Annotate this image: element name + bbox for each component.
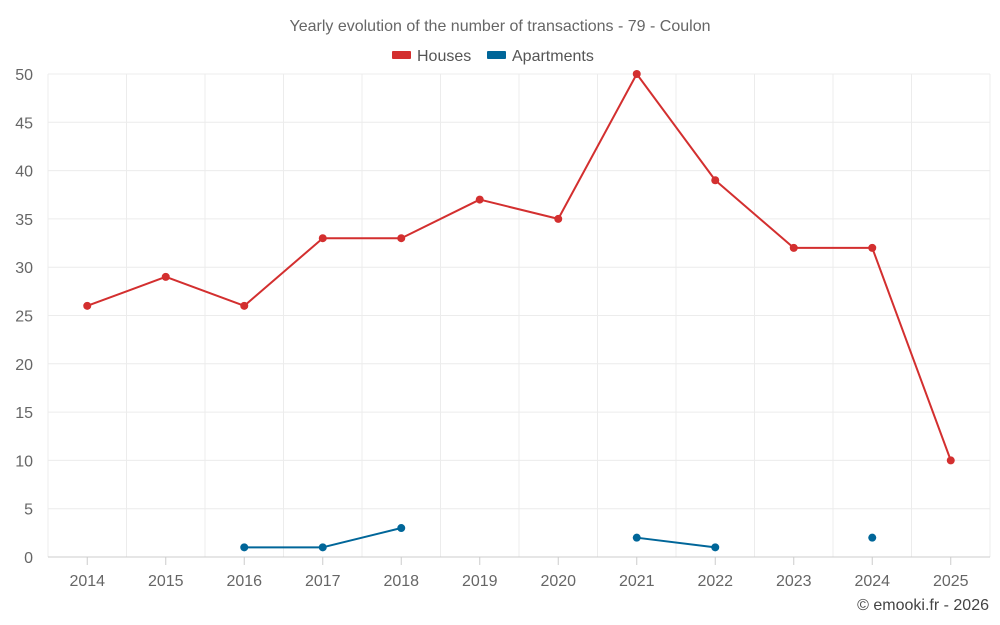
legend-label-apartments: Apartments <box>512 48 594 65</box>
x-tick-label: 2016 <box>226 573 262 590</box>
grid <box>47 73 991 557</box>
y-tick-label: 0 <box>24 550 33 567</box>
data-point-houses[interactable] <box>632 70 641 78</box>
y-tick-label: 5 <box>24 502 33 519</box>
data-point-houses[interactable] <box>946 456 955 465</box>
y-tick-label: 15 <box>15 405 33 422</box>
legend-item-houses[interactable]: Houses <box>392 48 471 65</box>
x-tick-label: 2018 <box>383 573 419 590</box>
data-point-houses[interactable] <box>83 301 92 310</box>
data-point-apartments[interactable] <box>240 543 249 552</box>
data-point-houses[interactable] <box>711 176 720 185</box>
data-point-houses[interactable] <box>240 301 249 310</box>
x-tick-label: 2023 <box>776 573 812 590</box>
y-tick-label: 30 <box>15 260 33 277</box>
series <box>83 70 955 552</box>
data-point-houses[interactable] <box>161 272 170 281</box>
y-tick-label: 35 <box>15 212 33 229</box>
x-tick-label: 2020 <box>540 573 576 590</box>
data-point-houses[interactable] <box>554 214 563 223</box>
y-tick-label: 20 <box>15 357 33 374</box>
y-tick-label: 50 <box>15 67 33 84</box>
x-tick-label: 2017 <box>305 573 341 590</box>
x-tick-label: 2021 <box>619 573 655 590</box>
x-tick-label: 2024 <box>854 573 890 590</box>
legend: Houses Apartments <box>392 48 594 65</box>
x-tick-label: 2015 <box>148 573 184 590</box>
y-tick-label: 10 <box>15 453 33 470</box>
x-tick-label: 2025 <box>933 573 969 590</box>
series-houses <box>83 70 955 465</box>
legend-swatch-apartments <box>487 51 506 59</box>
legend-item-apartments[interactable]: Apartments <box>487 48 594 65</box>
series-line-apartments <box>636 536 716 549</box>
series-apartments <box>240 524 877 552</box>
x-tick-label: 2022 <box>697 573 733 590</box>
data-point-houses[interactable] <box>397 234 406 243</box>
y-tick-label: 40 <box>15 164 33 181</box>
data-point-houses[interactable] <box>318 234 327 243</box>
data-point-houses[interactable] <box>789 243 798 252</box>
x-tick-label: 2019 <box>462 573 498 590</box>
legend-label-houses: Houses <box>417 48 471 65</box>
legend-swatch-houses <box>392 51 411 59</box>
data-point-houses[interactable] <box>868 243 877 252</box>
data-point-apartments[interactable] <box>711 543 720 552</box>
data-point-apartments[interactable] <box>632 533 641 542</box>
y-tick-label: 45 <box>15 115 33 132</box>
y-tick-label: 25 <box>15 309 33 326</box>
data-point-apartments[interactable] <box>318 543 327 552</box>
data-point-apartments[interactable] <box>397 524 406 533</box>
credit: © emooki.fr - 2026 <box>857 597 989 614</box>
series-line-houses <box>86 73 952 461</box>
data-point-apartments[interactable] <box>868 533 877 542</box>
data-point-houses[interactable] <box>475 195 484 204</box>
chart-title: Yearly evolution of the number of transa… <box>290 18 711 35</box>
x-tick-label: 2014 <box>69 573 105 590</box>
